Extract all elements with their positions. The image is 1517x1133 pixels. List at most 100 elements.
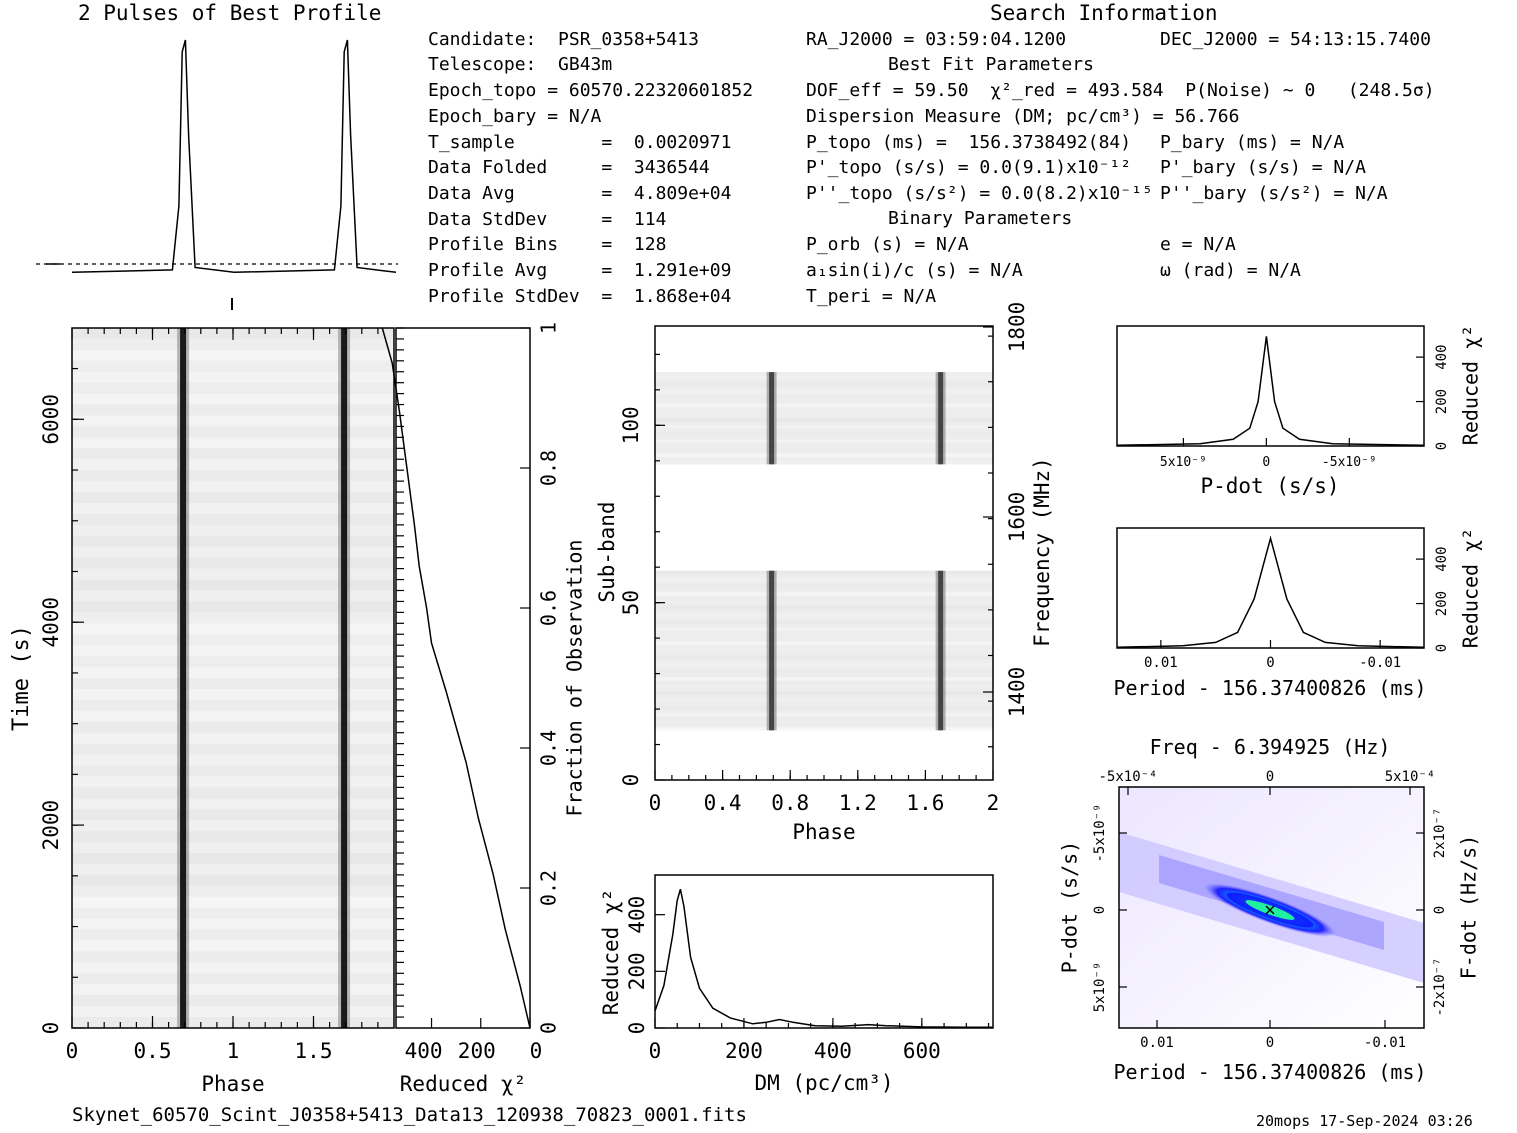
subband-row — [655, 634, 993, 639]
pp-y2label: F-dot (Hz/s) — [1457, 835, 1481, 980]
subband-row — [655, 613, 993, 617]
time-subint-stripe — [72, 863, 394, 875]
time-subint-stripe — [72, 459, 394, 471]
tick-label: 400 — [405, 1039, 443, 1063]
time-subint-stripe — [72, 820, 394, 832]
info-epoch-bary: Epoch_bary = N/A — [428, 106, 602, 127]
binary-title: Binary Parameters — [888, 208, 1073, 229]
time-subint-stripe — [72, 798, 394, 810]
info-profile-stddev: Profile StdDev = 1.868e+04 — [428, 286, 732, 307]
tick-label: 0 — [1434, 442, 1450, 450]
time-subint-stripe — [72, 470, 394, 482]
tick-label: 400 — [1434, 546, 1450, 571]
time-subint-stripe — [72, 831, 394, 843]
tick-label: 1.6 — [906, 791, 944, 815]
pdot-ylabel: Reduced χ² — [1459, 325, 1483, 445]
tick-label: 1.2 — [839, 791, 877, 815]
subband-row — [655, 411, 993, 415]
time-subint-stripe — [72, 568, 394, 580]
info-telescope: Telescope: GB43m — [428, 54, 613, 75]
time-subint-stripe — [72, 951, 394, 963]
info-candidate: Candidate: PSR_0358+5413 — [428, 29, 699, 50]
info-dof: DOF_eff = 59.50 χ²_red = 493.584 P(Noise… — [806, 80, 1435, 101]
tick-label: 1800 — [1005, 302, 1029, 353]
period-ylabel: Reduced χ² — [1459, 528, 1483, 648]
tick-label: 0 — [530, 1039, 543, 1063]
time-pulse-track — [180, 328, 187, 1028]
info-pdot-topo: P'_topo (s/s) = 0.0(9.1)x10⁻¹² — [806, 157, 1132, 178]
tick-label: 400 — [814, 1039, 852, 1063]
time-subint-stripe — [72, 962, 394, 974]
freq-ylabel: Frequency (MHz) — [1030, 457, 1054, 647]
time-subint-stripe — [72, 787, 394, 799]
info-omega: ω (rad) = N/A — [1160, 260, 1301, 281]
tick-label: 200 — [1434, 389, 1450, 414]
time-subint-stripe — [72, 1006, 394, 1018]
time-subint-stripe — [72, 546, 394, 558]
subband-row — [655, 648, 993, 653]
subband-ylabel: Sub-band — [595, 501, 619, 602]
tick-label: 400 — [1434, 344, 1450, 369]
time-subint-stripe — [72, 371, 394, 383]
dm-chi2-frame — [654, 874, 994, 1029]
pdot-chi2-frame — [1116, 325, 1425, 447]
info-ptopo: P_topo (ms) = 156.3738492(84) — [806, 132, 1132, 153]
subband-row — [655, 418, 993, 422]
time-chi2-xlabel: Reduced χ² — [400, 1072, 526, 1096]
time-subint-stripe — [72, 896, 394, 908]
time-subint-stripe — [72, 437, 394, 449]
period-chi2-frame — [1116, 527, 1425, 649]
time-subint-stripe — [72, 645, 394, 657]
info-pbary: P_bary (ms) = N/A — [1160, 132, 1345, 153]
time-chi2-ylabel: Fraction of Observation — [563, 540, 587, 817]
tick-label: 1 — [227, 1039, 240, 1063]
tick-label: 0 — [1432, 906, 1448, 914]
subband-row — [655, 432, 993, 436]
time-subint-stripe — [72, 623, 394, 635]
pp-xlabel: Period - 156.37400826 (ms) — [1113, 1060, 1426, 1084]
subband-row — [655, 584, 993, 589]
subband-row — [655, 698, 993, 702]
subband-row — [655, 606, 993, 610]
period-chi2-line — [1116, 535, 1425, 649]
time-subint-stripe — [72, 557, 394, 569]
subband-row — [655, 627, 993, 632]
info-dec: DEC_J2000 = 54:13:15.7400 — [1160, 29, 1431, 50]
subband-pulse-track — [938, 372, 944, 465]
tick-label: 0 — [1266, 1035, 1274, 1051]
subband-xlabel: Phase — [792, 820, 855, 844]
time-subint-stripe — [72, 360, 394, 372]
subband-row — [655, 655, 993, 660]
subband-row — [655, 389, 993, 394]
tick-label: -5x10⁻⁹ — [1092, 803, 1108, 862]
subband-row — [655, 592, 993, 596]
subband-row — [655, 670, 993, 674]
info-ra: RA_J2000 = 03:59:04.1200 — [806, 29, 1067, 50]
subband-row — [655, 375, 993, 380]
tick-label: 5x10⁻⁹ — [1092, 962, 1108, 1013]
time-subint-stripe — [72, 503, 394, 514]
tick-label: 0.4 — [704, 791, 742, 815]
dm-chi2-line — [654, 888, 993, 1028]
time-subint-stripe — [72, 535, 394, 547]
time-phase-xlabel: Phase — [201, 1072, 264, 1096]
pp-title: Freq - 6.394925 (Hz) — [1150, 735, 1391, 759]
time-subint-stripe — [72, 667, 394, 678]
subband-row — [655, 425, 993, 429]
tick-label: 50 — [619, 590, 643, 615]
time-subint-stripe — [72, 984, 394, 996]
subband-pulse-track — [938, 570, 944, 731]
tick-label: 0 — [649, 1039, 662, 1063]
time-subint-stripe — [72, 513, 394, 525]
time-subint-stripe — [72, 809, 394, 821]
info-dm: Dispersion Measure (DM; pc/cm³) = 56.766 — [806, 106, 1240, 127]
subband-row — [655, 577, 993, 582]
tick-label: 0.01 — [1140, 1035, 1174, 1051]
time-subint-stripe — [72, 743, 394, 755]
tick-label: 0 — [1092, 906, 1108, 914]
footer-filename: Skynet_60570_Scint_J0358+5413_Data13_120… — [72, 1104, 747, 1126]
tick-label: 600 — [903, 1039, 941, 1063]
pp-best-marker — [1265, 905, 1275, 915]
tick-label: 0.6 — [537, 590, 561, 626]
tick-label: 0 — [39, 1022, 63, 1035]
